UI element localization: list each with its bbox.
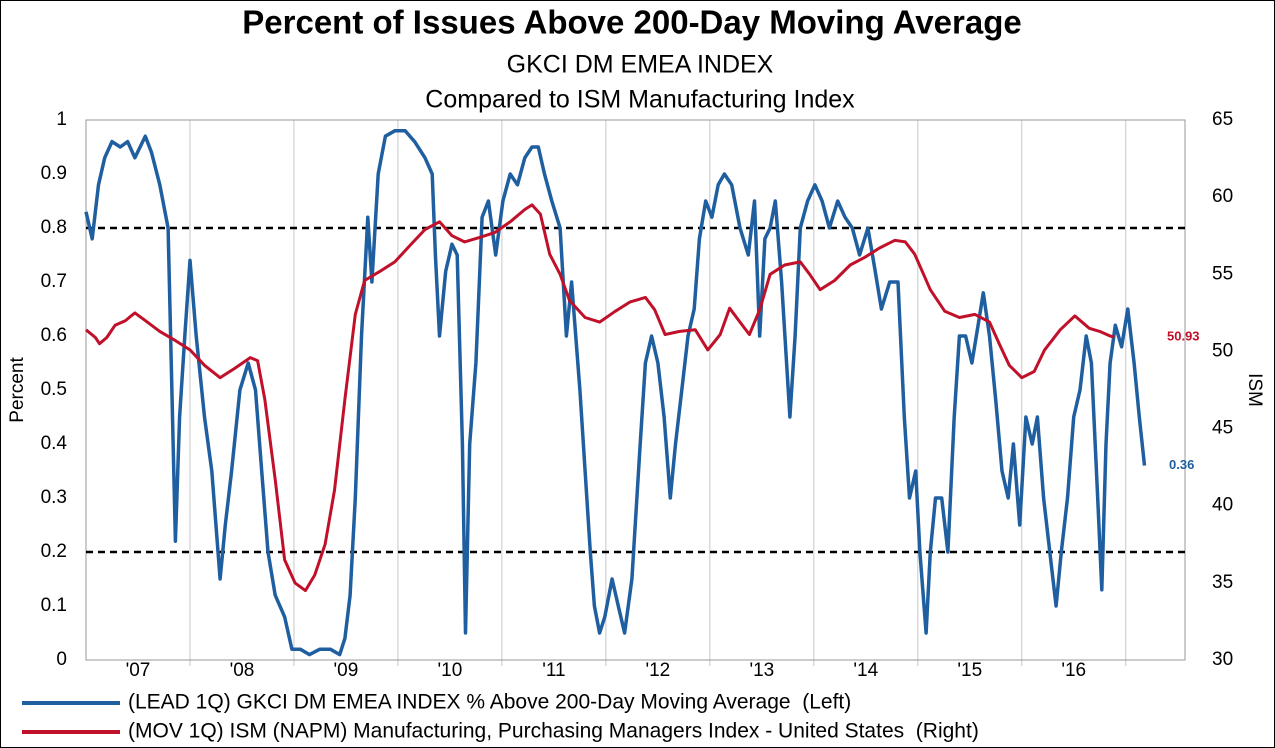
legend-label: (LEAD 1Q) GKCI DM EMEA INDEX % Above 200… [128,691,851,714]
x-tick-label: '13 [749,660,774,681]
y-tick-label: 1 [56,109,67,130]
x-tick-label: '15 [957,660,982,681]
x-tick-label: '16 [1061,660,1086,681]
x-tick-label: '11 [542,660,565,681]
y2-tick-label: 45 [1212,418,1233,439]
y2-tick-label: 30 [1212,649,1233,670]
y-tick-label: 0.2 [41,541,67,562]
y2-tick-label: 55 [1212,263,1233,284]
chart-title: Percent of Issues Above 200-Day Moving A… [242,4,1021,41]
end-label: 0.36 [1169,457,1194,472]
plot-area [85,119,1186,661]
y2-tick-label: 40 [1212,495,1233,516]
y-tick-label: 0.4 [41,433,68,454]
y-tick-label: 0.9 [41,163,67,184]
y2-tick-label: 60 [1212,186,1233,207]
x-tick-label: '09 [334,660,359,681]
y-tick-label: 0 [56,649,67,670]
data-line [84,129,1147,657]
x-tick-label: '08 [230,660,255,681]
legend-label: (MOV 1Q) ISM (NAPM) Manufacturing, Purch… [128,720,979,743]
y-tick-label: 0.6 [41,325,67,346]
end-label: 50.93 [1167,329,1200,344]
chart-subtitle: GKCI DM EMEA INDEX [507,51,774,79]
y-tick-label: 0.5 [41,379,67,400]
x-tick-label: '10 [438,660,463,681]
y2-axis-label: ISM [1244,373,1265,407]
y2-tick-label: 65 [1212,109,1233,130]
y2-tick-label: 50 [1212,340,1233,361]
data-line [85,203,1115,593]
y-tick-label: 0.8 [41,217,67,238]
x-tick-label: '14 [853,660,878,681]
y-tick-label: 0.1 [41,595,67,616]
y-tick-label: 0.3 [41,487,67,508]
y-axis-label: Percent [7,357,28,423]
y-tick-label: 0.7 [41,271,67,292]
x-tick-label: '12 [645,660,670,681]
y2-tick-label: 35 [1212,572,1233,593]
chart-subtitle: Compared to ISM Manufacturing Index [425,86,855,114]
x-tick-label: '07 [126,660,151,681]
